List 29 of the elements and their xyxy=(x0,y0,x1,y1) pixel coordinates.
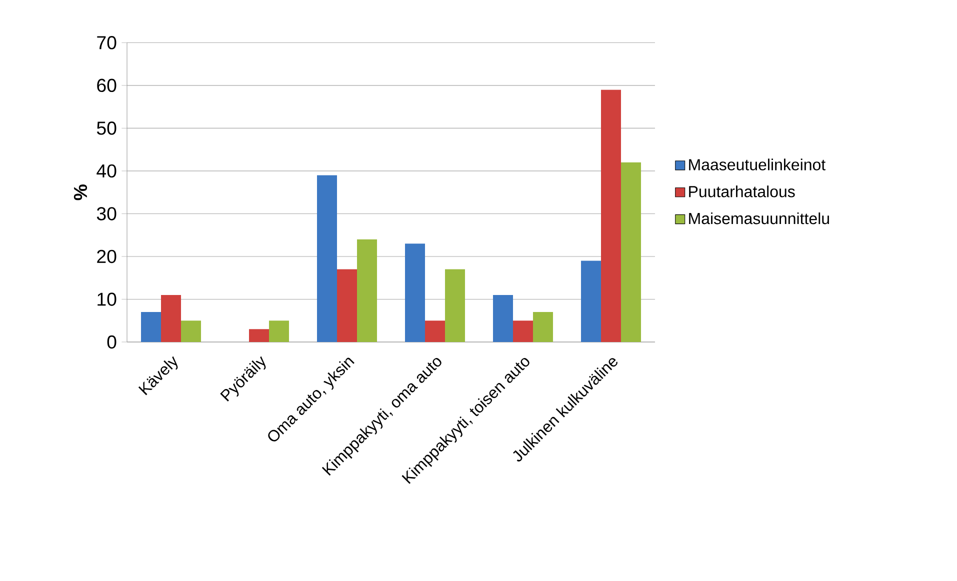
bar xyxy=(425,320,445,342)
bar xyxy=(337,269,357,342)
legend-label: Puutarhatalous xyxy=(689,186,795,198)
legend-label: Maisemasuunnittelu xyxy=(689,212,829,224)
y-tick-label: 10 xyxy=(98,292,116,306)
bar xyxy=(317,175,337,342)
y-axis-title: % xyxy=(74,184,88,200)
y-tick-label: 70 xyxy=(97,36,116,50)
y-tick-label: 30 xyxy=(96,207,116,220)
bar xyxy=(357,239,377,342)
bar xyxy=(141,312,162,342)
bar xyxy=(513,320,533,342)
y-tick-label: 40 xyxy=(96,164,116,178)
bar xyxy=(249,329,270,342)
y-tick-label: 20 xyxy=(97,250,116,264)
bar xyxy=(492,294,513,342)
bar xyxy=(620,162,641,342)
bar xyxy=(600,90,621,342)
y-tick-label: 50 xyxy=(96,122,116,135)
bar xyxy=(161,294,182,342)
bar xyxy=(405,244,425,342)
bar xyxy=(181,320,202,342)
y-tick-label: 60 xyxy=(97,78,116,92)
bar xyxy=(445,269,465,342)
legend-label: Maaseutuelinkeinot xyxy=(689,158,826,170)
bar xyxy=(532,312,553,342)
bar xyxy=(269,320,290,342)
bar xyxy=(580,260,601,342)
y-tick-label: 0 xyxy=(107,335,116,349)
